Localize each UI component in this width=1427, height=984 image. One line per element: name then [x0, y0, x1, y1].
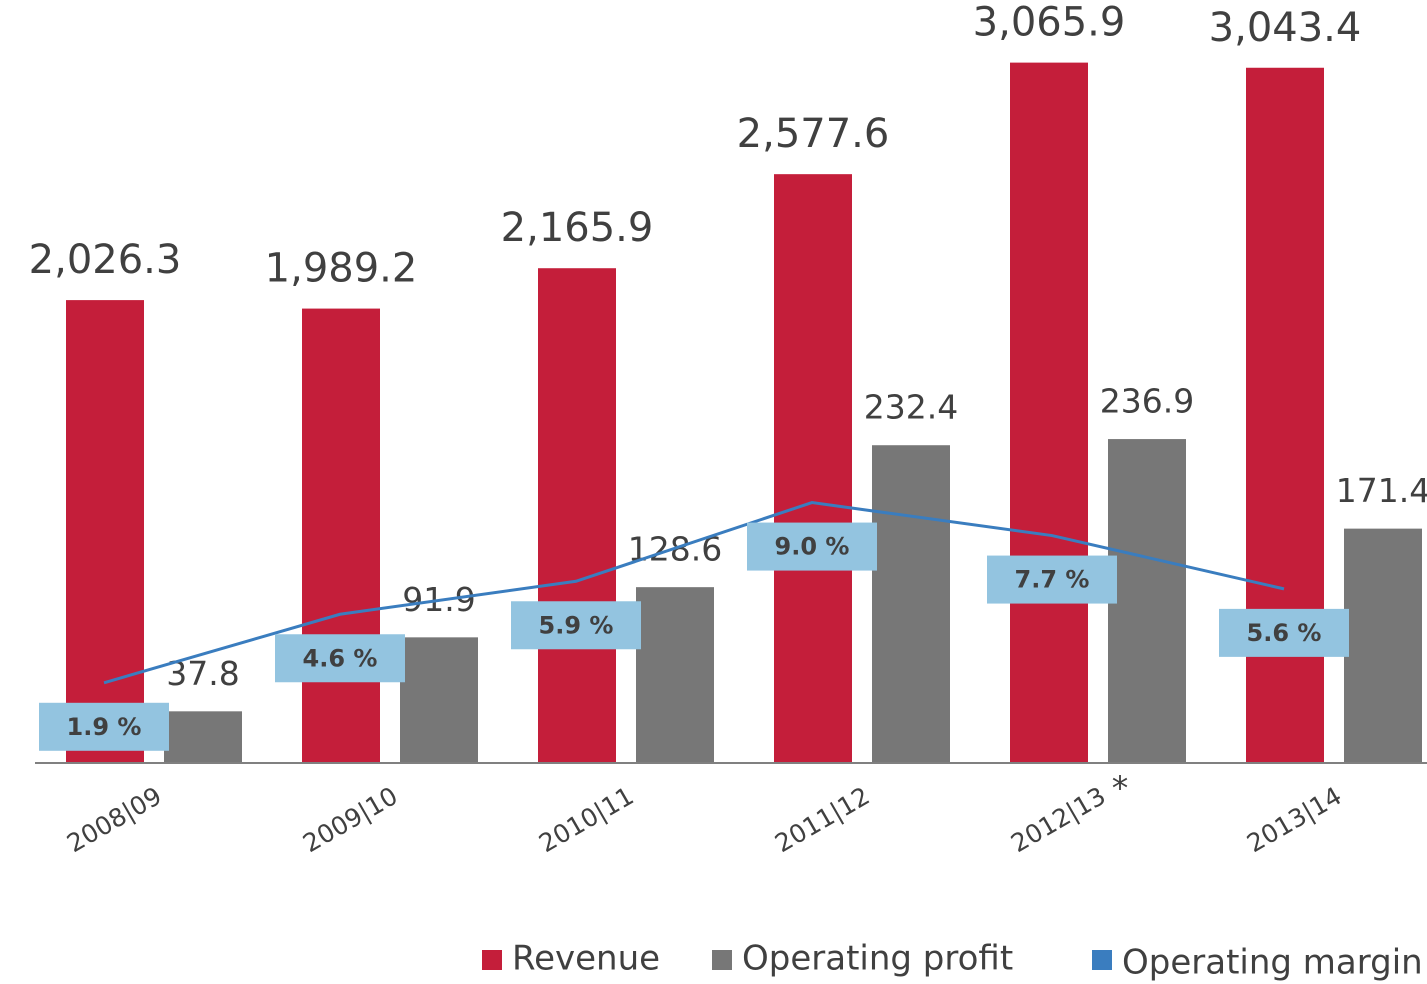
value-label: 37.8: [166, 654, 239, 693]
bar: [1246, 67, 1324, 763]
bar: [538, 268, 616, 763]
legend-swatch: [482, 950, 502, 970]
value-label: 9.0 %: [775, 533, 850, 561]
legend-label: Operating margin: [1122, 943, 1423, 983]
value-label: 5.9 %: [539, 611, 614, 639]
legend-label: Operating profit: [742, 939, 1013, 979]
label-box: [275, 634, 405, 683]
value-label: 171.4: [1336, 471, 1427, 510]
label-box: [987, 555, 1117, 604]
bar: [636, 587, 714, 763]
x-tick-label: 2008|09: [62, 781, 166, 858]
bar: [872, 445, 950, 763]
legend-label: Revenue: [512, 939, 660, 979]
bar: [1344, 528, 1422, 763]
bar: [774, 174, 852, 763]
label-box: [39, 702, 169, 751]
label-box: [1219, 608, 1349, 657]
bar: [1010, 62, 1088, 763]
bar: [164, 711, 242, 763]
x-tick-label: 2013|14: [1242, 781, 1346, 858]
x-tick-label: 2009|10: [298, 781, 402, 858]
legend-swatch: [1092, 950, 1112, 970]
legend-swatch: [712, 950, 732, 970]
value-label: 236.9: [1100, 382, 1194, 421]
x-tick-label: 2011|12: [770, 781, 874, 858]
value-label: 5.6 %: [1247, 619, 1322, 647]
value-label: 2,165.9: [501, 205, 654, 251]
label-box: [511, 601, 641, 650]
x-tick-label: 2012|13: [1006, 781, 1110, 858]
value-label: 4.6 %: [303, 644, 378, 672]
value-label: 2,026.3: [29, 237, 182, 283]
bar: [1108, 439, 1186, 763]
value-label: 1,989.2: [265, 246, 418, 292]
value-label: 2,577.6: [737, 111, 890, 157]
line: [103, 501, 1285, 685]
label-box: [747, 522, 877, 571]
x-tick-label: 2010|11: [534, 781, 638, 858]
bar: [400, 637, 478, 763]
bar: [302, 308, 380, 763]
value-label: 232.4: [864, 388, 958, 427]
bar: [66, 300, 144, 763]
value-label: 3,043.4: [1209, 5, 1362, 51]
value-label: 3,065.9: [973, 0, 1126, 46]
annotation: *: [1112, 769, 1129, 808]
value-label: 1.9 %: [67, 713, 142, 741]
value-label: 7.7 %: [1015, 566, 1090, 594]
